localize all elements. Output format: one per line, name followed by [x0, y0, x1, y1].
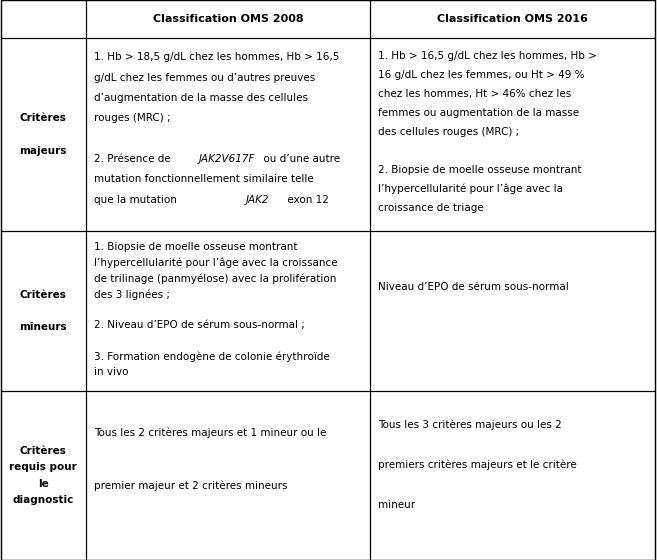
Bar — [1, 38, 86, 231]
Text: Critères

majeurs: Critères majeurs — [20, 113, 67, 156]
Bar — [86, 391, 370, 560]
Text: 3. Formation endogène de colonie érythrоïde: 3. Formation endogène de colonie érythrо… — [93, 352, 330, 362]
Text: 16 g/dL chez les femmes, ou Ht > 49 %: 16 g/dL chez les femmes, ou Ht > 49 % — [378, 71, 585, 80]
Text: JAK2V617F: JAK2V617F — [199, 154, 255, 164]
Text: que la mutation: que la mutation — [93, 195, 182, 204]
Text: 2. Niveau d’EPO de sérum sous-normal ;: 2. Niveau d’EPO de sérum sous-normal ; — [93, 320, 305, 330]
Text: femmes ou augmentation de la masse: femmes ou augmentation de la masse — [378, 108, 579, 118]
Text: Critères
requis pour
le
diagnostic: Critères requis pour le diagnostic — [9, 446, 77, 505]
Bar — [86, 38, 370, 231]
Text: l’hypercellularité pour l’âge avec la croissance: l’hypercellularité pour l’âge avec la cr… — [93, 258, 338, 268]
Text: 1. Biopsie de moelle osseuse montrant: 1. Biopsie de moelle osseuse montrant — [93, 242, 297, 252]
Text: Critères

mineurs: Critères mineurs — [20, 290, 67, 333]
Text: croissance de triage: croissance de triage — [378, 203, 484, 213]
Text: 2. Biopsie de moelle osseuse montrant: 2. Biopsie de moelle osseuse montrant — [378, 165, 582, 175]
Text: premier majeur et 2 critères mineurs: premier majeur et 2 critères mineurs — [93, 480, 287, 491]
Text: Classification OMS 2016: Classification OMS 2016 — [437, 14, 588, 24]
Text: rouges (MRC) ;: rouges (MRC) ; — [93, 113, 170, 123]
Text: premiers critères majeurs et le critère: premiers critères majeurs et le critère — [378, 459, 577, 470]
Text: 2. Présence de: 2. Présence de — [93, 154, 176, 164]
Bar — [370, 0, 655, 38]
Text: in vivo: in vivo — [93, 367, 128, 377]
Text: Niveau d’EPO de sérum sous-normal: Niveau d’EPO de sérum sous-normal — [378, 282, 569, 292]
Text: mutation fonctionnellement similaire telle: mutation fonctionnellement similaire tel… — [93, 174, 313, 184]
Text: JAK2: JAK2 — [246, 195, 270, 204]
Text: exon 12: exon 12 — [282, 195, 329, 204]
Bar — [370, 231, 655, 391]
Bar — [1, 0, 86, 38]
Bar — [1, 231, 86, 391]
Bar — [1, 391, 86, 560]
Text: chez les hommes, Ht > 46% chez les: chez les hommes, Ht > 46% chez les — [378, 89, 571, 99]
Bar — [370, 391, 655, 560]
Text: Tous les 3 critères majeurs ou les 2: Tous les 3 critères majeurs ou les 2 — [378, 419, 562, 430]
Text: des 3 lignées ;: des 3 lignées ; — [93, 289, 170, 300]
Text: 1. Hb > 18,5 g/dL chez les hommes, Hb > 16,5: 1. Hb > 18,5 g/dL chez les hommes, Hb > … — [93, 52, 339, 62]
Text: de trilinage (panmyélose) avec la prolifération: de trilinage (panmyélose) avec la prolif… — [93, 273, 336, 284]
Bar — [370, 38, 655, 231]
Bar — [86, 231, 370, 391]
Text: des cellules rouges (MRC) ;: des cellules rouges (MRC) ; — [378, 127, 519, 137]
Text: l’hypercellularité pour l’âge avec la: l’hypercellularité pour l’âge avec la — [378, 184, 563, 194]
Text: 1. Hb > 16,5 g/dL chez les hommes, Hb >: 1. Hb > 16,5 g/dL chez les hommes, Hb > — [378, 52, 597, 62]
Text: d’augmentation de la masse des cellules: d’augmentation de la masse des cellules — [93, 93, 307, 103]
Text: ou d’une autre: ou d’une autre — [257, 154, 340, 164]
Text: Tous les 2 critères majeurs et 1 mineur ou le: Tous les 2 critères majeurs et 1 mineur … — [93, 428, 326, 438]
Text: Classification OMS 2008: Classification OMS 2008 — [153, 14, 303, 24]
Text: mineur: mineur — [378, 500, 415, 510]
Bar — [86, 0, 370, 38]
Text: g/dL chez les femmes ou d’autres preuves: g/dL chez les femmes ou d’autres preuves — [93, 73, 315, 83]
